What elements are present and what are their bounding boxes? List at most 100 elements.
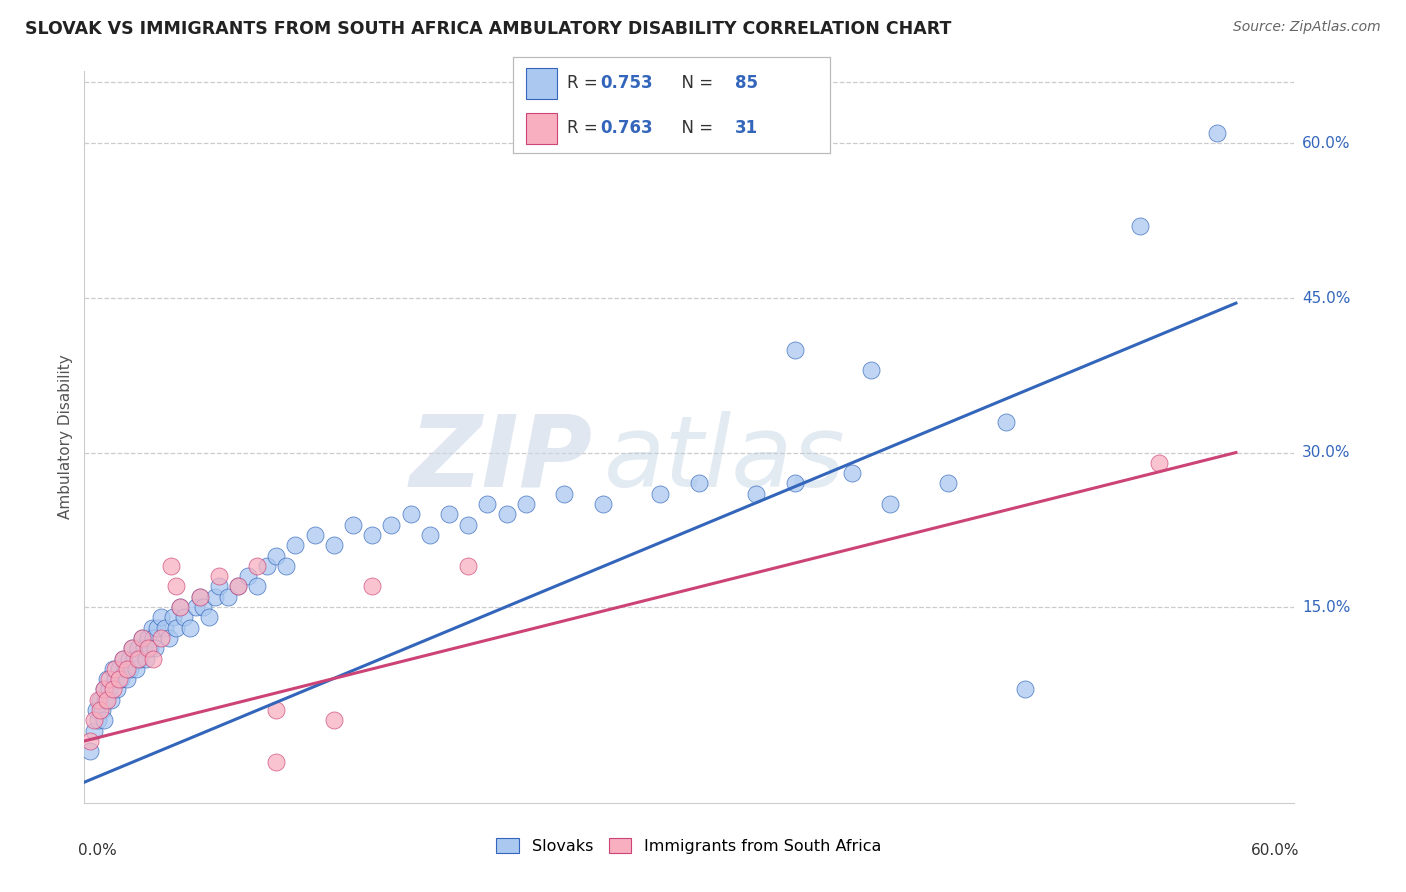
Point (93, 682, 115, 697)
Point (266, 755, 288, 769)
Point (96, 672, 118, 686)
Point (127, 641, 149, 656)
Text: R =: R = (567, 120, 603, 137)
Point (322, 714, 344, 728)
Point (79, 744, 101, 758)
Point (226, 579, 249, 593)
Point (98, 672, 121, 686)
Point (217, 590, 239, 604)
Point (1205, 126, 1227, 140)
Point (122, 651, 145, 665)
Point (141, 621, 163, 635)
Point (98, 682, 121, 697)
Point (457, 558, 479, 573)
Point (93, 682, 115, 697)
Point (188, 590, 211, 604)
Point (204, 590, 226, 604)
Point (515, 497, 537, 511)
Point (117, 651, 139, 665)
Point (83, 723, 105, 738)
Point (96, 693, 118, 707)
Point (860, 363, 883, 377)
Point (111, 651, 134, 665)
Point (162, 610, 184, 624)
Point (246, 579, 269, 593)
Point (166, 621, 188, 635)
Point (226, 579, 249, 593)
Point (101, 662, 124, 676)
Text: 85: 85 (734, 74, 758, 92)
Text: 0.753: 0.753 (600, 74, 652, 92)
Point (166, 579, 188, 593)
FancyBboxPatch shape (526, 68, 557, 98)
Point (157, 631, 180, 645)
Point (131, 631, 153, 645)
Point (208, 569, 231, 583)
Point (169, 600, 191, 615)
Point (87, 714, 110, 728)
Point (159, 558, 181, 573)
Point (136, 641, 159, 656)
Point (125, 662, 148, 676)
Point (274, 558, 297, 573)
Point (127, 651, 149, 665)
Point (361, 528, 384, 542)
Point (477, 497, 499, 511)
Point (150, 610, 173, 624)
Point (142, 651, 165, 665)
FancyBboxPatch shape (526, 113, 557, 144)
Point (256, 558, 278, 573)
Point (322, 538, 344, 552)
Point (879, 497, 901, 511)
Text: 60.0%: 60.0% (1251, 843, 1299, 858)
Point (138, 641, 160, 656)
Point (994, 415, 1017, 429)
Point (188, 590, 211, 604)
Point (132, 641, 155, 656)
Text: 15.0%: 15.0% (1302, 599, 1350, 615)
Point (399, 508, 422, 522)
Text: 60.0%: 60.0% (1302, 136, 1350, 151)
Point (104, 662, 127, 676)
Point (115, 672, 138, 686)
Point (83, 714, 105, 728)
Text: N =: N = (672, 74, 718, 92)
Point (84, 703, 107, 717)
Point (198, 610, 221, 624)
Point (184, 600, 207, 615)
Point (208, 579, 231, 593)
Point (114, 662, 136, 676)
Point (100, 693, 122, 707)
Point (108, 672, 131, 686)
Point (457, 517, 479, 532)
Point (1147, 456, 1170, 470)
Point (135, 651, 157, 665)
Text: 31: 31 (734, 120, 758, 137)
Point (361, 579, 384, 593)
Point (121, 641, 143, 656)
Point (145, 641, 167, 656)
Point (142, 631, 165, 645)
Y-axis label: Ambulatory Disability: Ambulatory Disability (58, 355, 73, 519)
Point (111, 651, 134, 665)
Text: ZIP: ZIP (409, 410, 592, 508)
Point (650, 487, 672, 501)
Point (688, 476, 710, 491)
Point (131, 631, 153, 645)
Point (94, 693, 117, 707)
Point (193, 600, 215, 615)
Text: N =: N = (672, 120, 718, 137)
Text: R =: R = (567, 74, 603, 92)
Point (169, 600, 191, 615)
Point (173, 610, 195, 624)
Point (150, 631, 173, 645)
Text: 0.763: 0.763 (600, 120, 652, 137)
Point (236, 569, 259, 583)
Point (90, 703, 112, 717)
Text: atlas: atlas (605, 410, 846, 508)
Point (1129, 219, 1152, 233)
Text: Source: ZipAtlas.com: Source: ZipAtlas.com (1233, 20, 1381, 34)
Point (153, 621, 176, 635)
Text: 0.0%: 0.0% (79, 843, 117, 858)
Point (115, 662, 138, 676)
